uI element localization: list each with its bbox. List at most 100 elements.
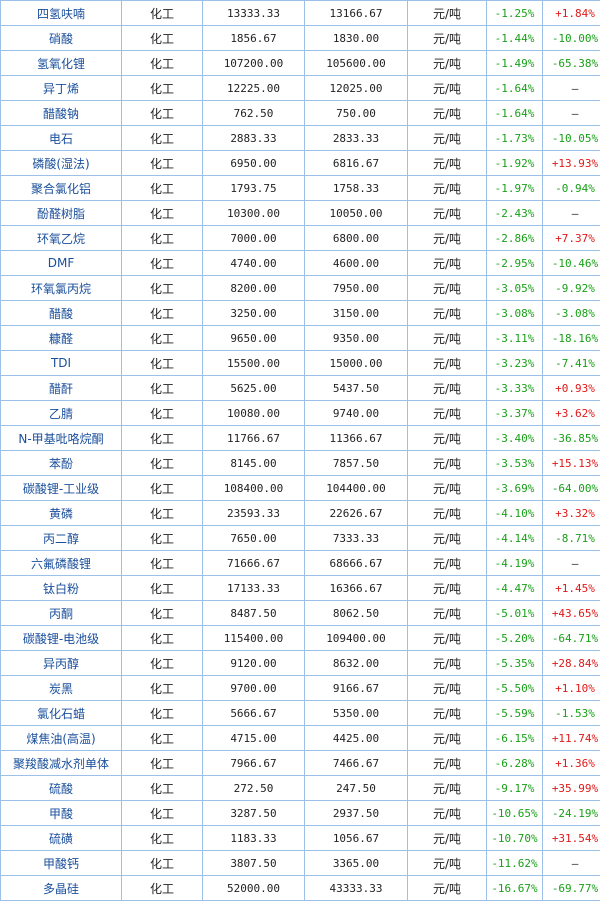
product-name-cell[interactable]: 异丙醇: [0, 650, 122, 676]
product-name-cell[interactable]: 聚合氯化铝: [0, 175, 122, 201]
previous-price-cell: 7650.00: [202, 525, 305, 551]
product-name-cell[interactable]: 聚羧酸减水剂单体: [0, 750, 122, 776]
category-cell: 化工: [121, 550, 203, 576]
current-price-cell: 11366.67: [304, 425, 408, 451]
product-name-cell[interactable]: 黄磷: [0, 500, 122, 526]
product-name-cell[interactable]: 钛白粉: [0, 575, 122, 601]
product-name-cell[interactable]: 硝酸: [0, 25, 122, 51]
product-name-cell[interactable]: 丙二醇: [0, 525, 122, 551]
product-name-cell[interactable]: 炭黑: [0, 675, 122, 701]
current-price-cell: 5350.00: [304, 700, 408, 726]
yoy-change-cell: —: [542, 850, 600, 876]
yoy-change-cell: +7.37%: [542, 225, 600, 251]
current-price-cell: 750.00: [304, 100, 408, 126]
previous-price-cell: 6950.00: [202, 150, 305, 176]
table-row: 酚醛树脂 化工 10300.00 10050.00 元/吨 -2.43% —: [0, 200, 600, 226]
product-name-cell[interactable]: 乙腈: [0, 400, 122, 426]
product-name-cell[interactable]: 碳酸锂-工业级: [0, 475, 122, 501]
yoy-change-cell: +43.65%: [542, 600, 600, 626]
table-row: 异丁烯 化工 12225.00 12025.00 元/吨 -1.64% —: [0, 75, 600, 101]
previous-price-cell: 8487.50: [202, 600, 305, 626]
previous-price-cell: 272.50: [202, 775, 305, 801]
category-cell: 化工: [121, 25, 203, 51]
product-name-cell[interactable]: 苯酚: [0, 450, 122, 476]
change-percent-cell: -16.67%: [486, 875, 543, 901]
product-name-cell[interactable]: 环氧乙烷: [0, 225, 122, 251]
category-cell: 化工: [121, 700, 203, 726]
category-cell: 化工: [121, 275, 203, 301]
unit-cell: 元/吨: [407, 325, 487, 351]
product-name-cell[interactable]: 氯化石蜡: [0, 700, 122, 726]
product-name-cell[interactable]: 酚醛树脂: [0, 200, 122, 226]
product-name-cell[interactable]: DMF: [0, 250, 122, 276]
category-cell: 化工: [121, 575, 203, 601]
product-name-cell[interactable]: N-甲基吡咯烷酮: [0, 425, 122, 451]
product-name-cell[interactable]: 甲酸钙: [0, 850, 122, 876]
change-percent-cell: -3.69%: [486, 475, 543, 501]
product-name-cell[interactable]: 甲酸: [0, 800, 122, 826]
category-cell: 化工: [121, 125, 203, 151]
product-name-cell[interactable]: 糠醛: [0, 325, 122, 351]
previous-price-cell: 3250.00: [202, 300, 305, 326]
category-cell: 化工: [121, 175, 203, 201]
previous-price-cell: 3807.50: [202, 850, 305, 876]
product-name-cell[interactable]: 电石: [0, 125, 122, 151]
product-name-cell[interactable]: 醋酸钠: [0, 100, 122, 126]
table-row: 炭黑 化工 9700.00 9166.67 元/吨 -5.50% +1.10%: [0, 675, 600, 701]
yoy-change-cell: +3.32%: [542, 500, 600, 526]
current-price-cell: 247.50: [304, 775, 408, 801]
change-percent-cell: -3.08%: [486, 300, 543, 326]
product-name-cell[interactable]: 氢氧化锂: [0, 50, 122, 76]
product-name-cell[interactable]: 醋酐: [0, 375, 122, 401]
product-name-cell[interactable]: TDI: [0, 350, 122, 376]
category-cell: 化工: [121, 225, 203, 251]
unit-cell: 元/吨: [407, 175, 487, 201]
previous-price-cell: 13333.33: [202, 0, 305, 26]
unit-cell: 元/吨: [407, 375, 487, 401]
unit-cell: 元/吨: [407, 600, 487, 626]
product-name-cell[interactable]: 多晶硅: [0, 875, 122, 901]
product-name-cell[interactable]: 六氟磷酸锂: [0, 550, 122, 576]
product-name-cell[interactable]: 环氧氯丙烷: [0, 275, 122, 301]
change-percent-cell: -1.73%: [486, 125, 543, 151]
product-name-cell[interactable]: 硫磺: [0, 825, 122, 851]
category-cell: 化工: [121, 450, 203, 476]
previous-price-cell: 4740.00: [202, 250, 305, 276]
change-percent-cell: -10.65%: [486, 800, 543, 826]
unit-cell: 元/吨: [407, 525, 487, 551]
category-cell: 化工: [121, 850, 203, 876]
yoy-change-cell: +15.13%: [542, 450, 600, 476]
previous-price-cell: 52000.00: [202, 875, 305, 901]
previous-price-cell: 2883.33: [202, 125, 305, 151]
product-name-cell[interactable]: 醋酸: [0, 300, 122, 326]
change-percent-cell: -4.10%: [486, 500, 543, 526]
table-row: 碳酸锂-电池级 化工 115400.00 109400.00 元/吨 -5.20% -64.…: [0, 625, 600, 651]
yoy-change-cell: +1.36%: [542, 750, 600, 776]
product-name-cell[interactable]: 四氢呋喃: [0, 0, 122, 26]
unit-cell: 元/吨: [407, 25, 487, 51]
product-name-cell[interactable]: 煤焦油(高温): [0, 725, 122, 751]
previous-price-cell: 7966.67: [202, 750, 305, 776]
product-name-cell[interactable]: 硫酸: [0, 775, 122, 801]
table-row: 乙腈 化工 10080.00 9740.00 元/吨 -3.37% +3.62%: [0, 400, 600, 426]
category-cell: 化工: [121, 525, 203, 551]
yoy-change-cell: -7.41%: [542, 350, 600, 376]
product-name-cell[interactable]: 异丁烯: [0, 75, 122, 101]
unit-cell: 元/吨: [407, 700, 487, 726]
product-name-cell[interactable]: 碳酸锂-电池级: [0, 625, 122, 651]
category-cell: 化工: [121, 300, 203, 326]
current-price-cell: 22626.67: [304, 500, 408, 526]
unit-cell: 元/吨: [407, 300, 487, 326]
previous-price-cell: 115400.00: [202, 625, 305, 651]
change-percent-cell: -3.40%: [486, 425, 543, 451]
yoy-change-cell: +28.84%: [542, 650, 600, 676]
product-name-cell[interactable]: 丙酮: [0, 600, 122, 626]
table-row: DMF 化工 4740.00 4600.00 元/吨 -2.95% -10.46%: [0, 250, 600, 276]
change-percent-cell: -1.97%: [486, 175, 543, 201]
category-cell: 化工: [121, 800, 203, 826]
change-percent-cell: -1.92%: [486, 150, 543, 176]
table-row: 六氟磷酸锂 化工 71666.67 68666.67 元/吨 -4.19% —: [0, 550, 600, 576]
change-percent-cell: -1.64%: [486, 75, 543, 101]
change-percent-cell: -5.20%: [486, 625, 543, 651]
product-name-cell[interactable]: 磷酸(湿法): [0, 150, 122, 176]
